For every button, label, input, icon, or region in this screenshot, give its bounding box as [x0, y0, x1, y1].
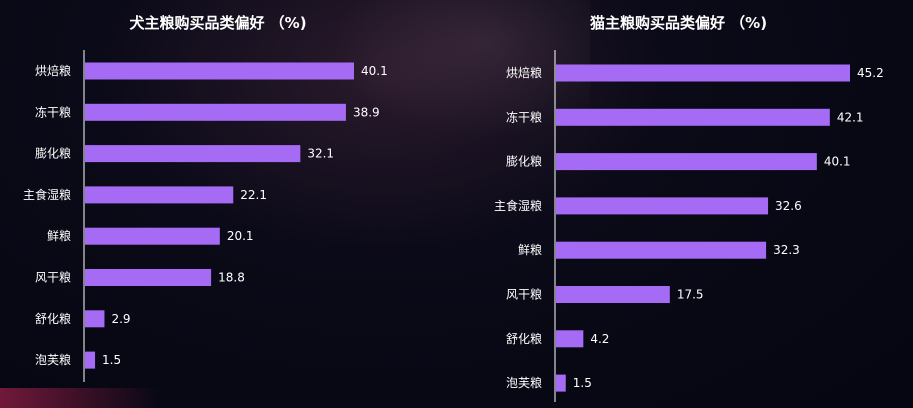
category-label: 冻干粮	[35, 104, 71, 119]
chart-plot: 烘焙粮 45.2 冻干粮 42.1 膨化粮 40.1 主食湿粮 32.6 鲜粮 32.3 风干粮 17…	[494, 50, 884, 402]
category-label: 鲜粮	[518, 242, 542, 257]
bar	[556, 64, 850, 82]
bar	[85, 351, 96, 369]
category-label: 冻干粮	[506, 109, 542, 124]
category-label: 膨化粮	[35, 146, 71, 161]
category-label: 主食湿粮	[23, 187, 71, 202]
data-label: 42.1	[837, 110, 864, 124]
category-label: 烘焙粮	[35, 63, 71, 78]
category-label: 鲜粮	[47, 228, 71, 243]
category-label: 烘焙粮	[506, 65, 542, 80]
bar	[85, 227, 220, 245]
bar	[556, 374, 566, 392]
bar	[85, 103, 346, 121]
category-label: 主食湿粮	[494, 198, 542, 213]
bar	[85, 310, 105, 328]
data-label: 40.1	[361, 64, 388, 78]
bar	[556, 286, 670, 303]
data-label: 17.5	[677, 288, 704, 302]
bar	[556, 153, 817, 171]
category-label: 舒化粮	[506, 331, 542, 346]
category-label: 风干粮	[506, 287, 542, 302]
data-label: 32.6	[775, 199, 802, 213]
data-label: 45.2	[857, 66, 884, 80]
chart-plot: 烘焙粮 40.1 冻干粮 38.9 膨化粮 32.1 主食湿粮 22.1 鲜粮 20.1 风干粮 18…	[23, 50, 388, 382]
bar	[556, 197, 769, 215]
data-label: 22.1	[240, 188, 267, 202]
data-label: 32.3	[773, 243, 800, 257]
data-label: 2.9	[111, 312, 130, 326]
data-label: 40.1	[824, 155, 851, 169]
data-label: 18.8	[218, 271, 245, 285]
category-label: 泡芙粮	[506, 375, 542, 390]
chart-title: 犬主粮购买品类偏好 （%)	[129, 14, 307, 32]
category-label: 风干粮	[35, 270, 71, 285]
dog-food-chart: 犬主粮购买品类偏好 （%) 烘焙粮 40.1 冻干粮 38.9 膨化粮 32.1 主食湿粮 2…	[0, 0, 456, 408]
data-label: 20.1	[227, 229, 254, 243]
bar	[85, 186, 234, 204]
bar	[556, 241, 767, 259]
data-label: 38.9	[353, 105, 380, 119]
bar	[85, 269, 212, 286]
bar	[85, 62, 354, 80]
bar	[85, 145, 301, 163]
data-label: 1.5	[573, 376, 592, 390]
bar	[556, 108, 830, 126]
data-label: 4.2	[590, 332, 609, 346]
data-label: 1.5	[102, 353, 121, 367]
category-label: 膨化粮	[506, 154, 542, 169]
category-label: 泡芙粮	[35, 352, 71, 367]
data-label: 32.1	[307, 147, 334, 161]
category-label: 舒化粮	[35, 311, 71, 326]
chart-title: 猫主粮购买品类偏好 （%)	[589, 14, 768, 32]
cat-food-chart: 猫主粮购买品类偏好 （%) 烘焙粮 45.2 冻干粮 42.1 膨化粮 40.1 主食湿粮 3…	[456, 0, 913, 408]
bar	[556, 330, 584, 348]
